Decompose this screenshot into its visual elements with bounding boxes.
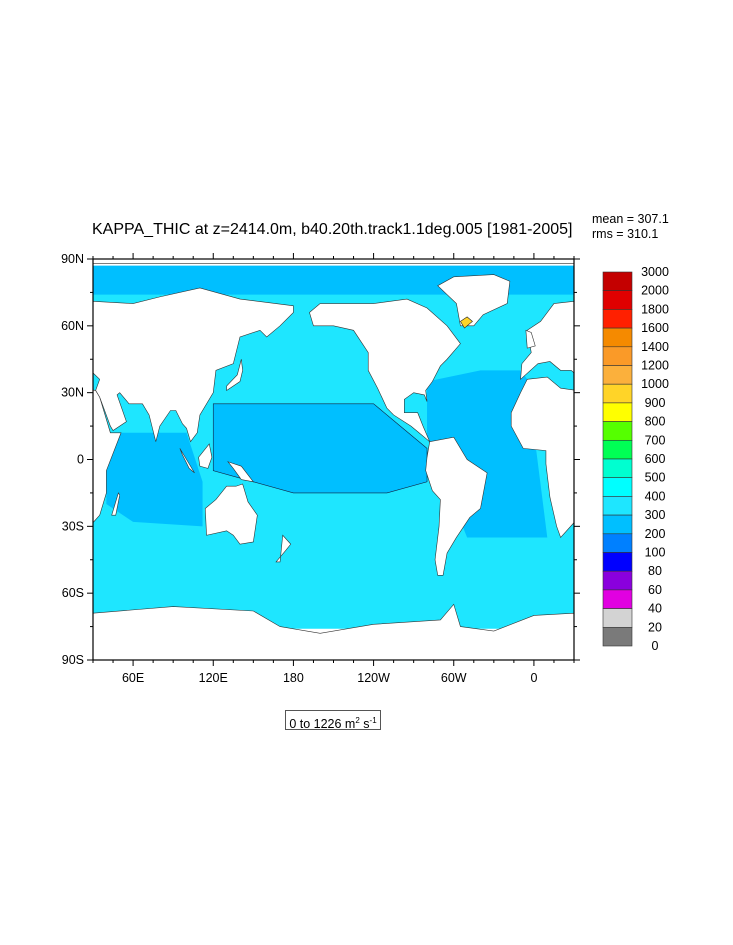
colorbar-box bbox=[602, 496, 633, 516]
colorbar-box bbox=[602, 327, 633, 348]
land-new-zealand bbox=[275, 534, 292, 563]
map-field bbox=[0, 259, 733, 660]
colorbar-box bbox=[602, 533, 633, 553]
colorbar-box bbox=[602, 626, 633, 647]
colorbar-label: 20 bbox=[648, 620, 662, 634]
colorbar-box bbox=[602, 421, 633, 441]
lat-label: 60S bbox=[62, 586, 84, 600]
axis-ticks: 90N 60N 30N 0 30S 60S 90S 60E 120E 180 120W 60W 0 bbox=[61, 252, 580, 685]
colorbar-label: 900 bbox=[645, 396, 666, 410]
land-madagascar bbox=[593, 493, 601, 515]
colorbar-label: 3000 bbox=[641, 265, 669, 279]
land-arctic-cap bbox=[93, 259, 574, 264]
land-arctic-cap bbox=[573, 259, 574, 264]
tropical-pacific-region bbox=[694, 404, 733, 493]
units-label-box: 0 to 1226 m2 s-1 bbox=[285, 710, 381, 731]
lat-label: 0 bbox=[77, 453, 84, 467]
colorbar-label: 300 bbox=[645, 508, 666, 522]
land-japan bbox=[708, 359, 724, 390]
colorbar-label: 200 bbox=[645, 527, 666, 541]
colorbar-label: 1200 bbox=[641, 359, 669, 373]
land-borneo bbox=[198, 443, 213, 469]
colorbar-label: 800 bbox=[645, 415, 666, 429]
land-greenland bbox=[437, 274, 511, 327]
colorbar-box bbox=[602, 439, 633, 460]
land-eurasia bbox=[520, 301, 574, 381]
land-australia bbox=[686, 484, 733, 544]
colorbar-label: 1000 bbox=[641, 377, 669, 391]
rms-stat: rms = 310.1 bbox=[592, 227, 659, 241]
colorbar-box bbox=[602, 365, 633, 385]
land-south-america bbox=[0, 437, 6, 575]
land-africa bbox=[93, 389, 122, 524]
land-australia bbox=[204, 483, 258, 545]
land-britain bbox=[525, 329, 536, 349]
land-antarctica bbox=[93, 603, 574, 660]
colorbar-label: 700 bbox=[645, 433, 666, 447]
indian-ocean-region bbox=[587, 433, 683, 527]
colorbar-box bbox=[602, 383, 633, 404]
colorbar-label: 80 bbox=[648, 564, 662, 578]
lon-label: 120E bbox=[199, 671, 228, 685]
lat-label: 60N bbox=[61, 319, 84, 333]
land-borneo bbox=[680, 444, 693, 469]
colorbar-label: 1800 bbox=[641, 302, 669, 316]
land-madagascar bbox=[111, 492, 121, 516]
colorbar-box bbox=[602, 346, 633, 366]
colorbar-label: 100 bbox=[645, 546, 666, 560]
lat-label: 90N bbox=[61, 252, 84, 266]
land-eurasia bbox=[93, 287, 294, 443]
colorbar-label: 0 bbox=[652, 639, 659, 653]
land-antarctica bbox=[93, 612, 94, 660]
mean-stat: mean = 307.1 bbox=[592, 212, 669, 226]
land-sumatra bbox=[179, 448, 195, 474]
colorbar-label: 2000 bbox=[641, 284, 669, 298]
land-new-guinea bbox=[227, 461, 255, 483]
lon-label: 60W bbox=[441, 671, 467, 685]
colorbar-label: 40 bbox=[648, 602, 662, 616]
stats: mean = 307.1 rms = 310.1 bbox=[592, 212, 669, 242]
lon-label: 60E bbox=[122, 671, 144, 685]
plot-title: KAPPA_THIC at z=2414.0m, b40.20th.track1… bbox=[92, 221, 573, 238]
colorbar-box bbox=[602, 608, 633, 628]
colorbar-box bbox=[602, 402, 633, 422]
colorbar-box bbox=[602, 477, 633, 497]
colorbar-box bbox=[602, 570, 633, 591]
indian-ocean-region bbox=[106, 432, 203, 527]
lon-label: 180 bbox=[283, 671, 304, 685]
colorbar-label: 400 bbox=[645, 489, 666, 503]
colorbar-box bbox=[602, 290, 633, 310]
colorbar-label: 1600 bbox=[641, 321, 669, 335]
colorbar-label: 600 bbox=[645, 452, 666, 466]
colorbar-box bbox=[602, 271, 633, 292]
colorbar-box bbox=[602, 309, 633, 329]
land-japan bbox=[226, 359, 243, 391]
lat-label: 90S bbox=[62, 653, 84, 667]
land-africa bbox=[510, 376, 574, 539]
hotspot-feature bbox=[460, 316, 473, 329]
colorbar: 3000200018001600140012001000900800700600… bbox=[602, 265, 669, 653]
land-new-guinea bbox=[709, 462, 733, 482]
colorbar-box bbox=[602, 552, 633, 572]
lat-label: 30N bbox=[61, 386, 84, 400]
lon-label: 120W bbox=[357, 671, 390, 685]
colorbar-box bbox=[602, 458, 633, 479]
arctic-region bbox=[0, 266, 93, 295]
lat-label: 30S bbox=[62, 519, 84, 533]
colorbar-label: 1400 bbox=[641, 340, 669, 354]
colorbar-box bbox=[602, 514, 633, 535]
land-north-america bbox=[309, 298, 461, 442]
land-greenland bbox=[0, 275, 29, 326]
land-south-america bbox=[425, 436, 488, 576]
tropical-pacific-region bbox=[212, 403, 428, 494]
colorbar-label: 500 bbox=[645, 471, 666, 485]
colorbar-box bbox=[602, 589, 633, 609]
lon-label: 0 bbox=[530, 671, 537, 685]
land-britain bbox=[45, 330, 54, 348]
colorbar-label: 60 bbox=[648, 583, 662, 597]
